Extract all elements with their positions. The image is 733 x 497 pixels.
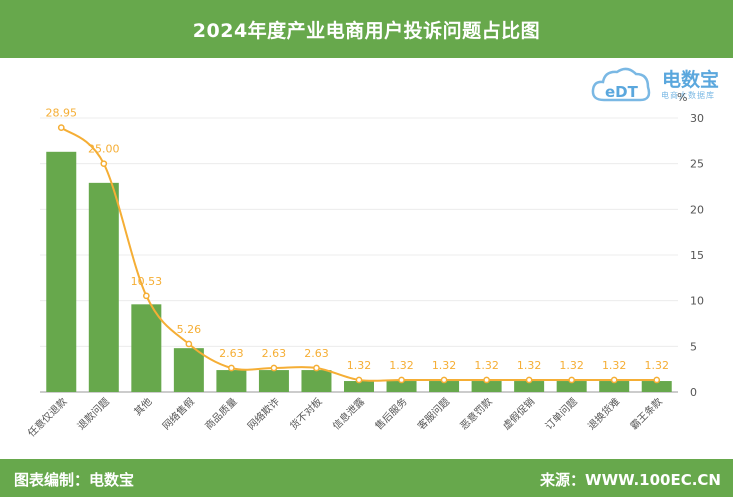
line-point xyxy=(440,376,448,384)
x-tick-label: 退款问题 xyxy=(74,395,111,432)
combo-chart: 0 5 10 15 20 25 30% 28.95 25.00 10.53 5.26 2.63 2.63… xyxy=(25,91,704,440)
line-point xyxy=(142,292,150,300)
data-label: 1.32 xyxy=(602,359,627,372)
line-point xyxy=(100,160,108,168)
y-tick-label: 25 xyxy=(690,158,704,171)
data-label: 1.32 xyxy=(432,359,457,372)
line-point xyxy=(525,376,533,384)
line-point xyxy=(610,376,618,384)
bar xyxy=(131,304,162,392)
data-label: 2.63 xyxy=(262,347,287,360)
bar xyxy=(471,381,502,392)
cloud-logo-icon: eDT xyxy=(591,67,651,102)
line-point xyxy=(355,376,363,384)
bar xyxy=(173,348,204,392)
bar xyxy=(301,370,332,392)
x-tick-label: 售后服务 xyxy=(372,395,409,432)
logo-subtitle: 电商大数据库 xyxy=(661,91,715,100)
x-tick-label: 货不对板 xyxy=(287,395,324,432)
data-label: 1.32 xyxy=(517,359,542,372)
data-label: 1.32 xyxy=(347,359,372,372)
data-label: 5.26 xyxy=(177,323,202,336)
bar xyxy=(599,381,630,392)
line-point xyxy=(398,376,405,384)
y-tick-label: 20 xyxy=(690,203,704,216)
data-label: 10.53 xyxy=(131,275,163,288)
line-point xyxy=(568,376,576,384)
y-tick-label: 15 xyxy=(690,249,704,262)
bar xyxy=(258,370,289,392)
footer-bar: 图表编制：电数宝 来源：WWW.100EC.CN xyxy=(0,459,733,497)
data-label: 1.32 xyxy=(644,359,669,372)
data-label: 25.00 xyxy=(88,143,120,156)
line-point xyxy=(483,376,490,384)
line-point xyxy=(270,364,278,372)
x-tick-label: 网络欺诈 xyxy=(245,395,282,432)
y-tick-label: 30 xyxy=(690,112,704,125)
data-label: 1.32 xyxy=(389,359,414,372)
bar xyxy=(556,381,587,392)
y-tick-label: 10 xyxy=(690,295,704,308)
x-tick-label: 任意仅退款 xyxy=(25,395,70,440)
y-tick-label: 5 xyxy=(690,340,697,353)
x-tick-label: 退换货难 xyxy=(585,395,622,432)
footer-credit: 图表编制：电数宝 xyxy=(14,471,135,489)
line-point xyxy=(653,376,661,384)
data-label: 1.32 xyxy=(474,359,499,372)
bar xyxy=(88,182,119,392)
bar xyxy=(46,151,77,392)
line-point xyxy=(313,364,320,372)
x-tick-label: 订单问题 xyxy=(542,395,579,432)
y-unit-label: % xyxy=(677,91,687,104)
chart-title-bar: 2024年度产业电商用户投诉问题占比图 xyxy=(0,0,733,58)
bar xyxy=(514,381,545,392)
line-point xyxy=(185,340,193,348)
x-tick-label: 客服问题 xyxy=(415,395,452,432)
data-label: 2.63 xyxy=(304,347,329,360)
x-tick-label: 商品质量 xyxy=(202,395,239,432)
line-point xyxy=(228,364,235,372)
x-tick-label: 其他 xyxy=(131,395,154,418)
x-tick-label: 信息泄露 xyxy=(330,395,367,432)
data-label: 2.63 xyxy=(219,347,244,360)
x-tick-label: 霸王条款 xyxy=(627,395,664,432)
logo-name: 电数宝 xyxy=(662,69,720,91)
bar xyxy=(344,381,374,392)
bar xyxy=(216,370,247,392)
bar xyxy=(386,381,417,392)
line-point xyxy=(57,124,65,131)
footer-source: 来源：WWW.100EC.CN xyxy=(540,471,721,489)
bar xyxy=(429,381,460,392)
x-tick-label: 恶意罚款 xyxy=(457,395,494,432)
y-tick-label: 0 xyxy=(690,386,697,399)
bar xyxy=(641,381,672,392)
data-label: 28.95 xyxy=(46,107,78,120)
logo-mark: eDT xyxy=(605,83,639,101)
data-label: 1.32 xyxy=(559,359,584,372)
chart-title: 2024年度产业电商用户投诉问题占比图 xyxy=(192,19,541,42)
x-tick-label: 网络售假 xyxy=(160,395,197,432)
x-tick-label: 虚假促销 xyxy=(500,395,537,432)
